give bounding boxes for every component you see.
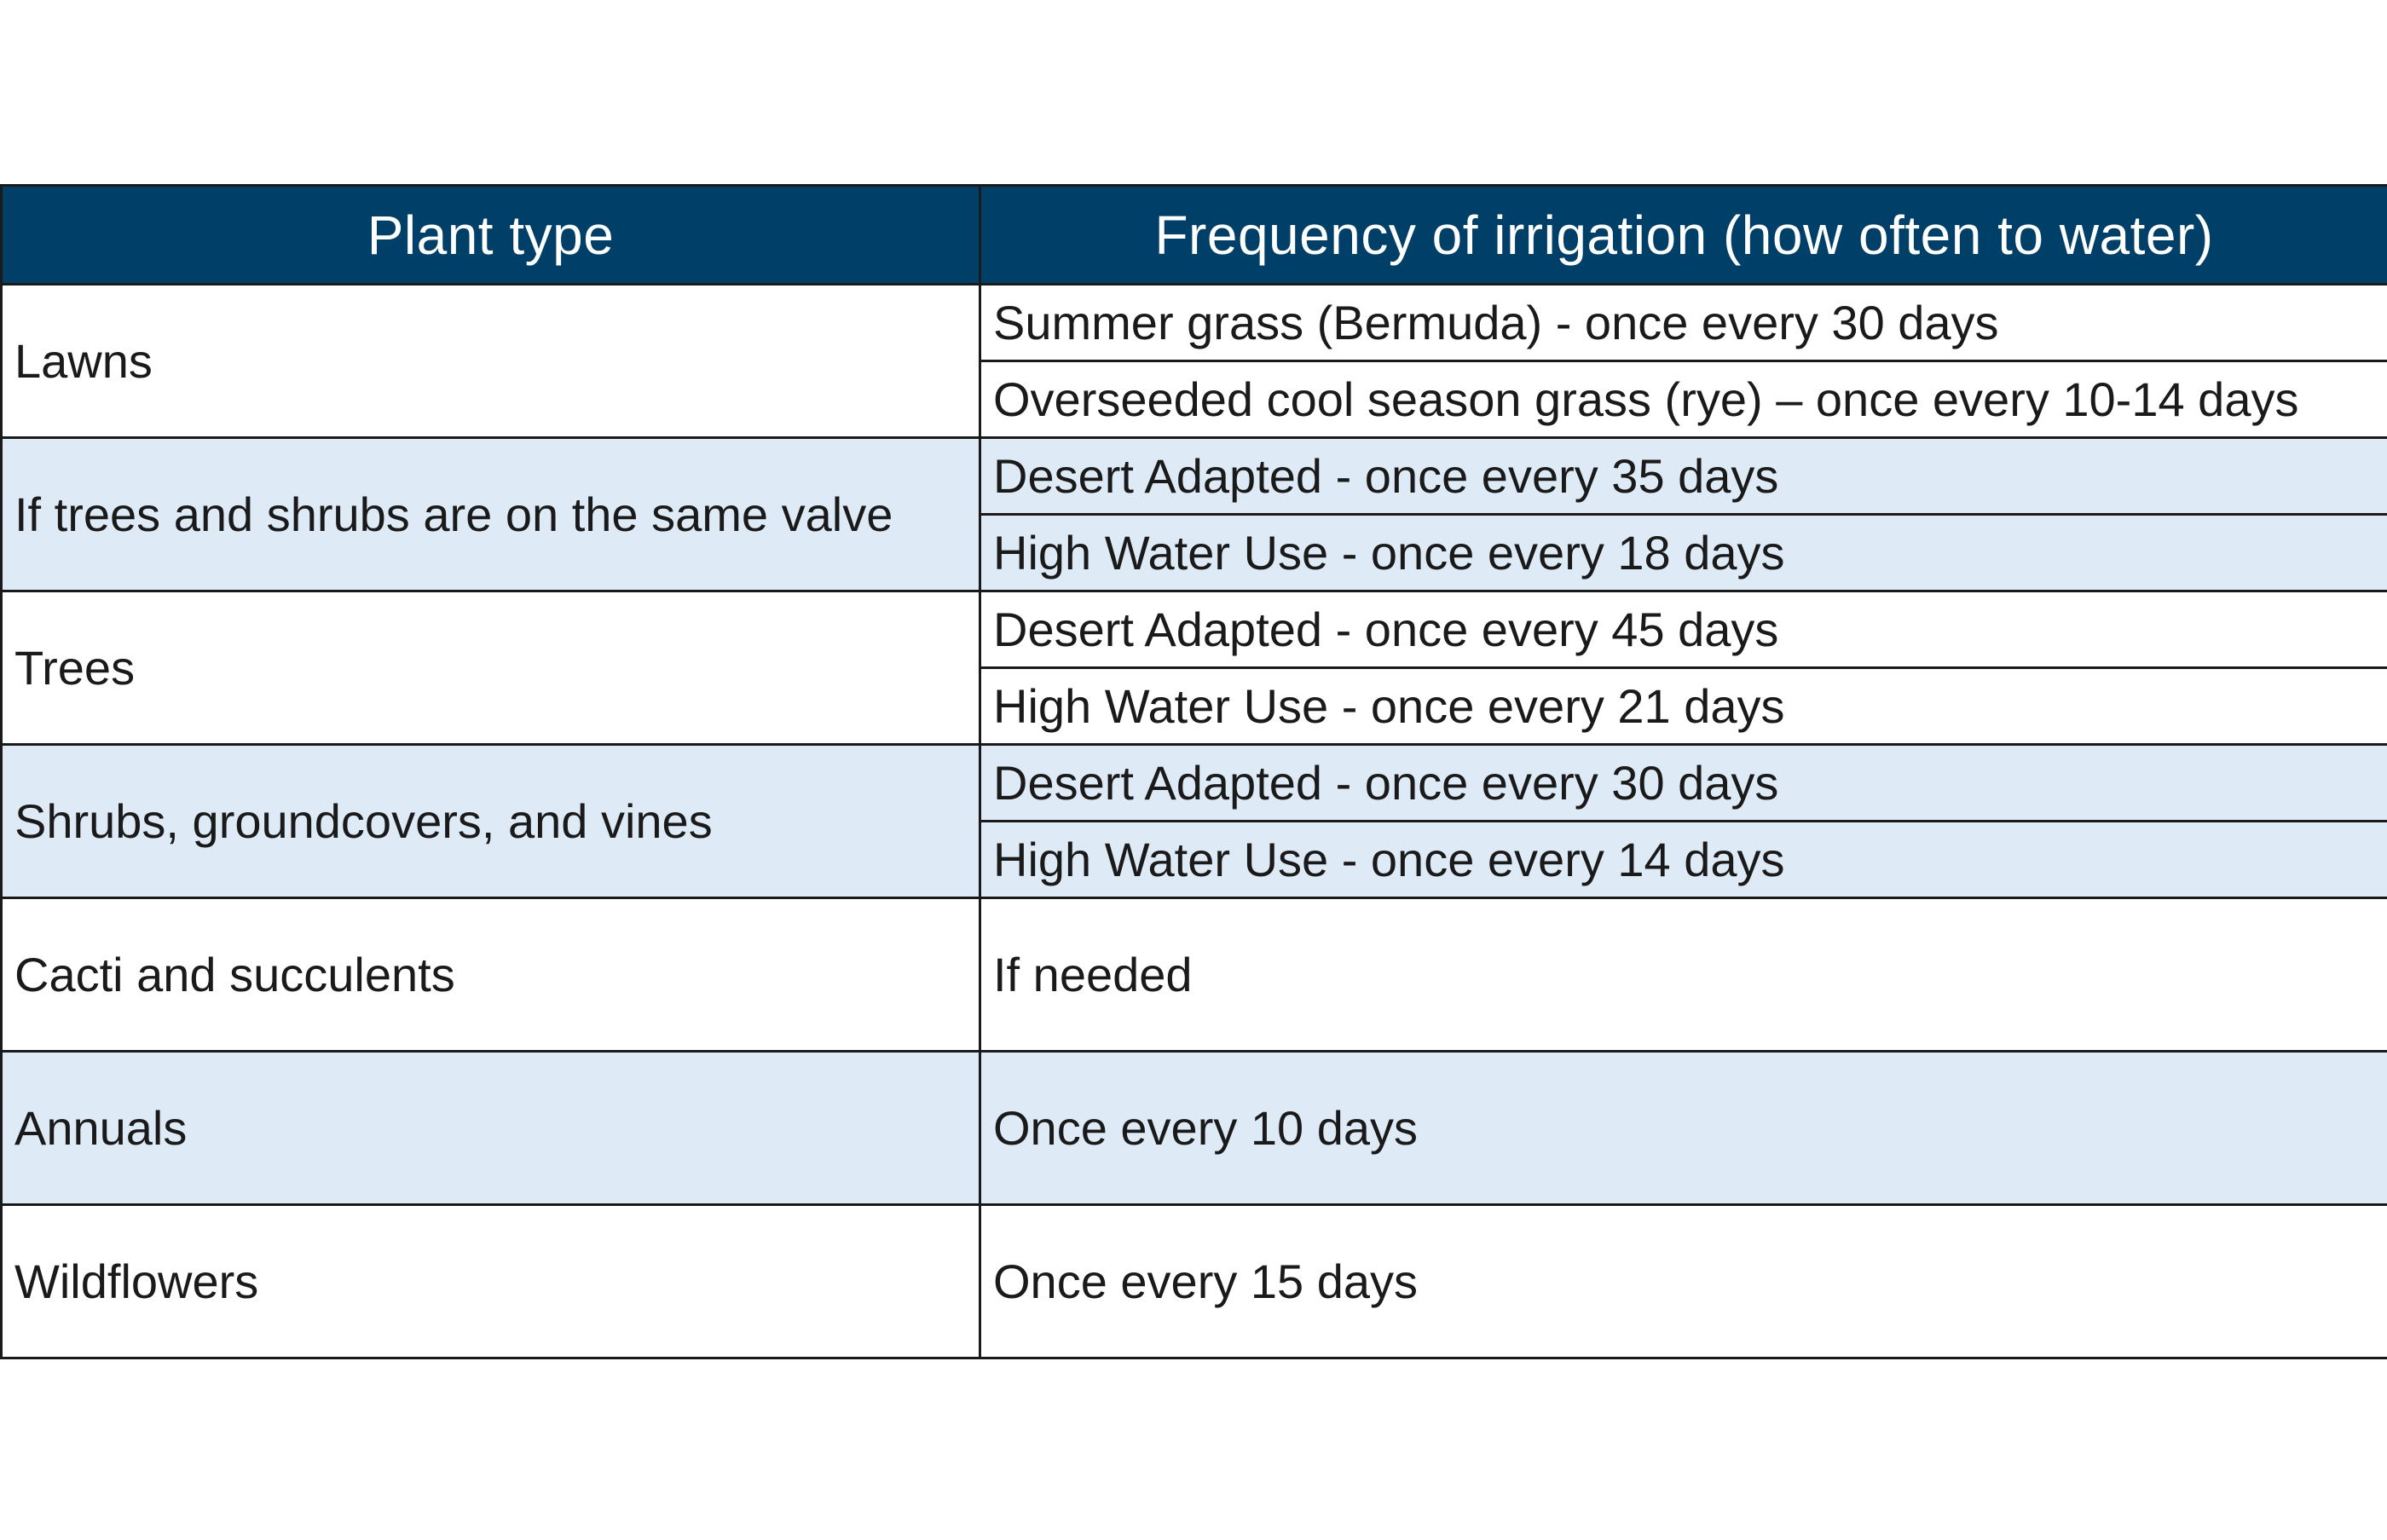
frequency-cell: If needed [979,897,2387,1053]
frequency-cell: Once every 15 days [979,1203,2387,1359]
plant-type-cell: Annuals [0,1050,981,1206]
table-row: Overseeded cool season grass (rye) – onc… [2,360,2387,439]
table-row: Trees Desert Adapted - once every 45 day… [0,590,2387,746]
frequency-cell: Once every 10 days [979,1050,2387,1206]
plant-type-cell: Wildflowers [0,1203,981,1359]
frequency-cell: Desert Adapted - once every 30 days [979,743,2387,822]
plant-type-cell: Trees [0,590,981,746]
table-row: Wildflowers Once every 15 days [0,1203,2387,1359]
frequency-cell: High Water Use - once every 21 days [979,666,2387,746]
table-row: Cacti and succulents If needed [0,897,2387,1053]
table-row: High Water Use - once every 21 days [2,666,2387,746]
plant-type-cell: Cacti and succulents [0,897,981,1053]
frequency-cell: Summer grass (Bermuda) - once every 30 d… [979,283,2387,362]
frequency-cell: Desert Adapted - once every 45 days [979,590,2387,669]
table-row: Lawns Summer grass (Bermuda) - once ever… [0,283,2387,439]
header-plant-type: Plant type [0,184,981,286]
table-row: Annuals Once every 10 days [0,1050,2387,1206]
table-row: High Water Use - once every 14 days [2,820,2387,899]
frequency-cell: High Water Use - once every 14 days [979,820,2387,899]
table-row: If trees and shrubs are on the same valv… [0,436,2387,592]
frequency-cell: Desert Adapted - once every 35 days [979,436,2387,516]
header-frequency: Frequency of irrigation (how often to wa… [979,184,2387,286]
frequency-cell: Overseeded cool season grass (rye) – onc… [979,360,2387,439]
frequency-cell: High Water Use - once every 18 days [979,513,2387,592]
plant-type-cell: If trees and shrubs are on the same valv… [0,436,981,592]
table-row: High Water Use - once every 18 days [2,513,2387,592]
plant-type-cell: Shrubs, groundcovers, and vines [0,743,981,899]
irrigation-frequency-table: Plant type Frequency of irrigation (how … [0,184,2387,1359]
table-header-row: Plant type Frequency of irrigation (how … [0,184,2387,286]
table-row: Shrubs, groundcovers, and vines Desert A… [0,743,2387,899]
plant-type-cell: Lawns [0,283,981,439]
